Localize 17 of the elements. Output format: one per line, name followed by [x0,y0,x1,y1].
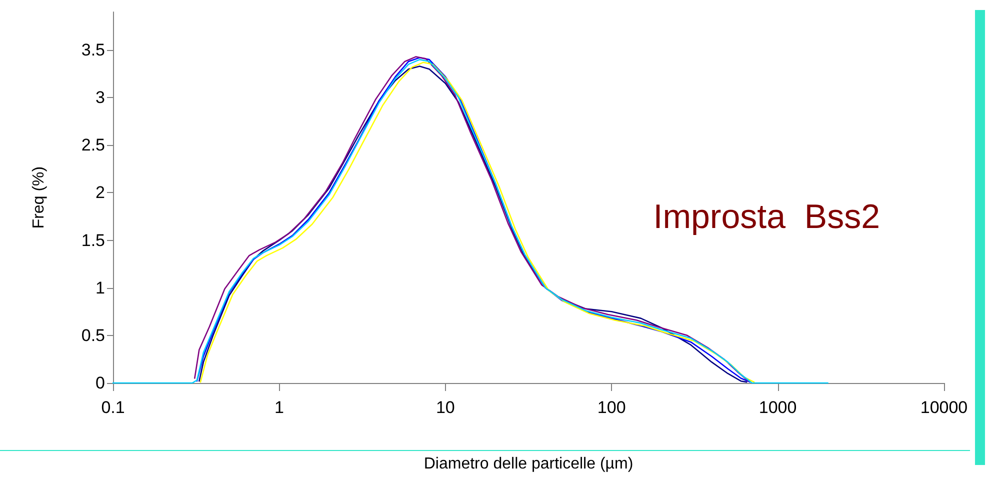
x-tick-label: 1000 [758,398,797,417]
x-tick-label: 100 [597,398,626,417]
x-tick-label: 10000 [920,398,968,417]
y-axis-title: Freq (%) [30,166,48,229]
x-axis-title: Diametro delle particelle (µm) [424,456,634,472]
y-tick-label: 1 [96,278,105,298]
y-tick-label: 1.5 [81,230,105,250]
y-tick-label: 2.5 [81,136,105,155]
annotation: Improsta Bss2 [653,198,880,236]
y-tick-label: 2 [96,183,105,202]
y-tick-label: 0 [96,374,105,392]
y-tick-label: 3 [96,88,105,108]
x-tick-label: 10 [436,398,455,417]
y-tick-label: 0.5 [81,326,105,345]
x-tick-label: 1 [274,398,284,417]
y-tick-label: 3.5 [81,40,105,60]
x-tick-label: 0.1 [101,398,125,417]
